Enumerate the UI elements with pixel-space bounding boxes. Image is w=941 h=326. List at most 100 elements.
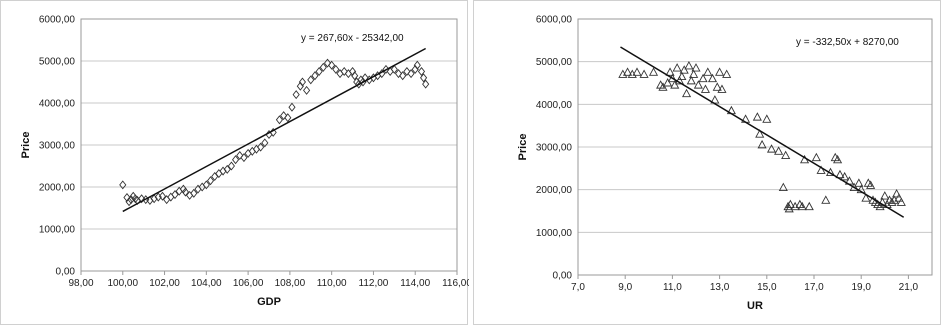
x-tick-label: 21,0 (899, 282, 919, 293)
trendline (620, 46, 905, 218)
data-point (762, 114, 772, 123)
data-point (420, 73, 428, 83)
y-tick-label: 1000,00 (39, 225, 76, 236)
plot-area-border (80, 18, 458, 272)
data-point (292, 90, 300, 100)
x-tick-label: 116,00 (442, 278, 469, 289)
data-point (131, 194, 139, 204)
data-point (677, 71, 687, 81)
gdp-price-chart-svg: 0,00 1000,00 2000,00 3000,00 4000,00 5000,00 6… (20, 15, 469, 309)
y-axis-title: Price (20, 132, 32, 159)
data-point (158, 191, 167, 201)
data-point (323, 58, 332, 68)
data-point (328, 60, 336, 70)
data-point (821, 195, 831, 204)
y-tick-label: 4000,00 (536, 100, 573, 111)
data-point (797, 201, 807, 211)
data-point (125, 197, 133, 207)
data-point (351, 71, 359, 81)
data-point (280, 111, 288, 121)
data-point (315, 66, 323, 77)
data-point (840, 171, 850, 181)
data-point (722, 69, 732, 78)
x-tick-label: 11,0 (663, 282, 682, 293)
data-point (875, 201, 885, 211)
trendline (122, 47, 427, 213)
y-tick-label: 3000,00 (39, 141, 76, 152)
data-point (757, 139, 767, 149)
data-point (866, 180, 876, 189)
y-tick-label: 0,00 (553, 271, 573, 282)
data-point (686, 75, 696, 85)
data-point (639, 69, 649, 78)
data-point (296, 81, 304, 91)
data-point (394, 69, 403, 79)
data-point (417, 66, 426, 77)
data-point (190, 188, 198, 198)
y-tick-label: 5000,00 (39, 57, 76, 68)
data-point (648, 67, 659, 76)
trendline-equation: y = 267,60x - 25342,00 (301, 33, 404, 44)
y-tick-label: 4000,00 (39, 99, 76, 110)
data-point (284, 113, 292, 123)
data-point (181, 187, 190, 197)
data-point (223, 164, 231, 174)
data-point (119, 180, 127, 190)
data-point (698, 73, 708, 83)
data-point (689, 69, 699, 78)
data-point (167, 192, 175, 202)
data-point (877, 197, 887, 206)
data-point (215, 169, 223, 179)
data-point (774, 146, 784, 155)
y-tick-label: 6000,00 (39, 15, 76, 26)
data-point (896, 197, 906, 206)
data-point (663, 78, 673, 87)
data-point (892, 188, 902, 198)
data-point (715, 67, 725, 76)
x-tick-label: 15,0 (757, 282, 777, 293)
data-point (854, 178, 864, 187)
x-tick-label: 106,00 (233, 278, 264, 289)
y-tick-label: 0,00 (56, 267, 76, 278)
y-tick-label: 2000,00 (39, 183, 76, 194)
y-tick-label: 1000,00 (536, 228, 573, 239)
data-point (691, 63, 701, 72)
data-point (816, 165, 826, 174)
data-point (811, 152, 821, 162)
x-tick-label: 9,0 (618, 282, 632, 293)
data-point (665, 67, 675, 76)
data-point (785, 199, 795, 209)
data-point (236, 150, 244, 161)
ur-price-chart-svg: 0,00 1000,00 2000,00 3000,00 4000,00 5000,00 6… (517, 15, 933, 312)
data-point (240, 153, 248, 163)
data-point (623, 67, 633, 76)
x-tick-label: 19,0 (851, 282, 871, 293)
data-point (707, 73, 718, 83)
data-point (413, 60, 421, 70)
data-point (712, 82, 722, 91)
data-point (399, 71, 407, 81)
data-point (411, 64, 419, 74)
gdp-price-chart: 0,00 1000,00 2000,00 3000,00 4000,00 5000,00 6… (0, 0, 469, 325)
trendline-equation: y = -332,50x + 8270,00 (796, 37, 899, 48)
data-point (171, 190, 179, 200)
data-point (307, 75, 315, 85)
data-point (784, 203, 794, 213)
data-point (275, 115, 284, 125)
data-point (227, 161, 235, 171)
data-point (880, 191, 890, 200)
data-point (319, 62, 327, 72)
data-point (717, 84, 727, 93)
data-point (693, 80, 703, 89)
y-tick-label: 5000,00 (536, 57, 573, 68)
data-point (348, 66, 357, 77)
data-point (861, 193, 871, 202)
data-point (632, 67, 642, 76)
data-point (390, 64, 398, 74)
x-tick-label: 98,00 (68, 278, 93, 289)
data-point (288, 102, 296, 112)
data-point (257, 142, 265, 152)
x-tick-label: 108,00 (275, 278, 306, 289)
y-tick-label: 3000,00 (536, 143, 573, 154)
data-point (672, 63, 682, 72)
